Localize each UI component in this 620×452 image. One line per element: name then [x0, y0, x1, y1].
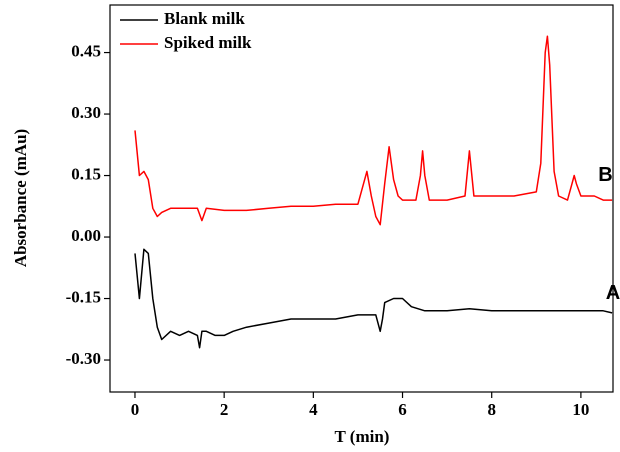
x-tick-label: 4: [309, 400, 318, 419]
x-tick-label: 10: [572, 400, 589, 419]
x-axis-label: T (min): [335, 427, 390, 446]
annotation: A: [606, 282, 620, 304]
y-tick-label: -0.15: [66, 287, 101, 306]
legend-label: Spiked milk: [164, 33, 252, 52]
y-tick-label: 0.00: [71, 226, 101, 245]
y-tick-label: -0.30: [66, 349, 101, 368]
x-tick-label: 6: [398, 400, 407, 419]
y-tick-label: 0.45: [71, 41, 101, 60]
annotation: B: [598, 164, 612, 186]
y-tick-label: 0.15: [71, 164, 101, 183]
y-tick-label: 0.30: [71, 103, 101, 122]
x-tick-label: 0: [131, 400, 140, 419]
plot-frame: [109, 4, 614, 393]
data-line: [134, 248, 613, 349]
y-axis-label: Absorbance (mAu): [11, 129, 30, 267]
x-tick-label: 8: [487, 400, 496, 419]
legend-label: Blank milk: [164, 9, 245, 28]
x-tick-label: 2: [220, 400, 229, 419]
data-line: [134, 35, 613, 226]
